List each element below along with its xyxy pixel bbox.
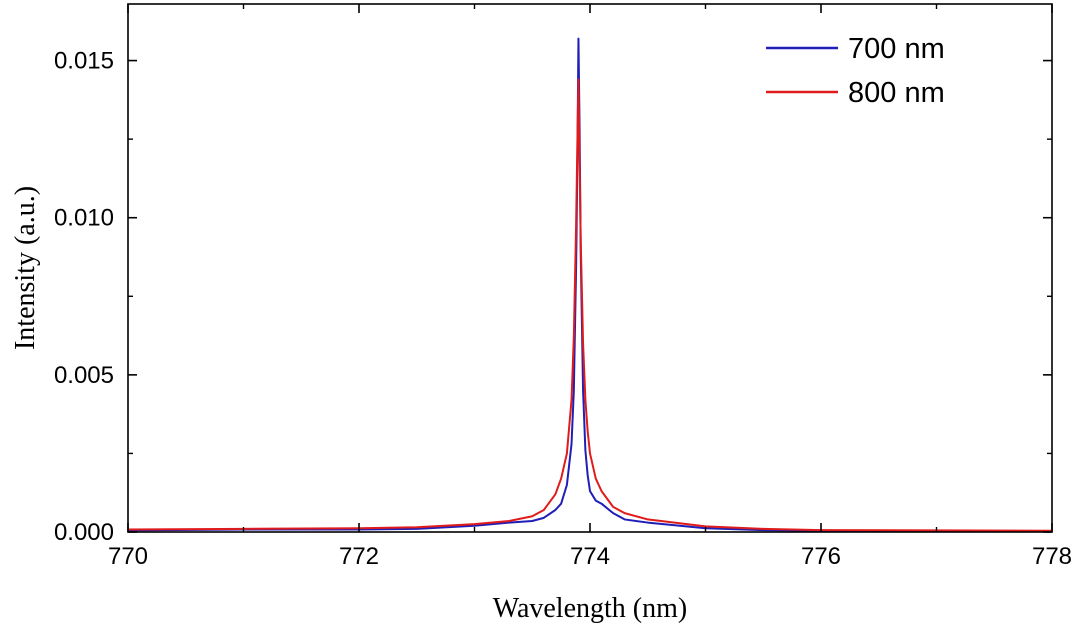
series-line-1: [127, 78, 1053, 532]
x-axis-title: Wavelength (nm): [493, 593, 687, 624]
x-tick-label: 778: [1032, 543, 1072, 570]
x-tick-label: 770: [108, 543, 148, 570]
y-axis-title: Intensity (a.u.): [10, 186, 41, 350]
legend-label-1: 800 nm: [848, 77, 945, 109]
axes-layer: 770 772 774 776 778 0.000 0.005 0.010 0.015 Wavel…: [10, 3, 1072, 624]
y-tick-label: 0.010: [54, 205, 114, 232]
y-tick-label: 0.015: [54, 48, 114, 75]
x-tick-label: 774: [570, 543, 610, 570]
y-tick-label: 0.000: [54, 519, 114, 546]
x-tick-label: 776: [801, 543, 841, 570]
plot-layer: [127, 37, 1053, 533]
legend-label-0: 700 nm: [848, 33, 945, 65]
x-tick-label: 772: [339, 543, 379, 570]
y-tick-label: 0.005: [54, 362, 114, 389]
legend: 700 nm 800 nm: [766, 33, 945, 109]
